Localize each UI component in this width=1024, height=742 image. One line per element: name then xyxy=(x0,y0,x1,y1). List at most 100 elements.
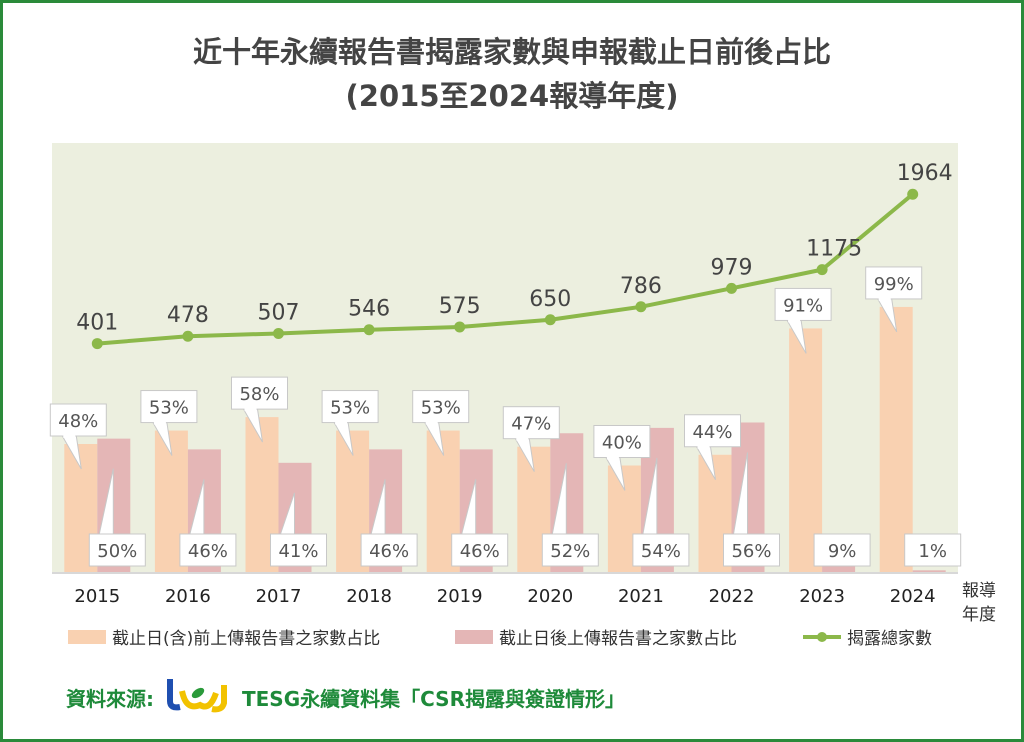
data-label-before: 58% xyxy=(239,384,279,405)
line-point-2015 xyxy=(91,338,103,350)
bar-after-2024 xyxy=(912,570,946,573)
x-tick-label: 2024 xyxy=(890,586,936,607)
line-point-2019 xyxy=(454,321,466,333)
data-label-before: 53% xyxy=(421,398,461,419)
data-label-before: 53% xyxy=(149,398,189,419)
x-tick-label: 2021 xyxy=(618,586,664,607)
callout-box xyxy=(231,376,288,410)
callout-box xyxy=(179,533,237,567)
x-tick-label: 2022 xyxy=(709,586,755,607)
callout-box xyxy=(502,406,560,440)
callout-joint xyxy=(878,296,891,301)
callout-joint xyxy=(606,455,619,460)
callout-box xyxy=(412,390,470,424)
callout-joint xyxy=(335,420,348,425)
data-label-after: 50% xyxy=(97,541,137,562)
data-label-after: 56% xyxy=(731,541,771,562)
chart-subtitle: (2015至2024報導年度) xyxy=(345,79,679,113)
line-point-2017 xyxy=(273,327,284,339)
data-label-before: 53% xyxy=(330,398,370,419)
bar-before-2023 xyxy=(789,328,823,573)
data-label-total: 786 xyxy=(620,274,662,299)
x-axis-label-line1: 報導 xyxy=(962,581,996,601)
legend-label-total: 揭露總家數 xyxy=(847,629,932,649)
callout-box xyxy=(88,533,146,567)
x-tick-label: 2019 xyxy=(437,586,483,607)
x-tick-label: 2023 xyxy=(799,586,845,607)
data-label-total: 507 xyxy=(258,300,300,325)
legend-swatch-before xyxy=(68,630,106,644)
callout-box xyxy=(140,390,198,424)
x-tick-label: 2015 xyxy=(74,586,120,607)
bar-before-2024 xyxy=(879,306,913,573)
data-label-before: 40% xyxy=(602,433,642,454)
data-label-before: 48% xyxy=(58,411,98,432)
line-point-2016 xyxy=(182,330,194,342)
callout-box xyxy=(49,403,107,437)
callout-box xyxy=(360,533,418,567)
data-label-total: 1175 xyxy=(806,237,862,262)
data-label-after: 46% xyxy=(460,541,500,562)
source-line: 資料來源: TESG永續資料集「CSR揭露與簽證情形」 xyxy=(66,677,625,718)
callout-joint xyxy=(63,434,76,438)
legend-label-before: 截止日(含)前上傳報告書之家數占比 xyxy=(112,629,380,649)
line-point-2024 xyxy=(907,188,919,200)
data-label-before: 44% xyxy=(692,422,732,443)
data-label-after: 41% xyxy=(278,541,318,562)
callout-joint xyxy=(244,407,257,412)
data-label-after: 54% xyxy=(641,541,681,562)
data-label-total: 546 xyxy=(348,297,390,322)
callout-box xyxy=(723,533,780,567)
legend-swatch-marker xyxy=(817,632,827,642)
callout-joint xyxy=(153,420,166,425)
tej-logo xyxy=(164,677,234,718)
line-point-2022 xyxy=(726,282,737,294)
data-label-before: 99% xyxy=(874,274,914,295)
source-label: 資料來源: xyxy=(66,687,154,711)
callout-joint xyxy=(788,318,801,323)
callout-box xyxy=(451,533,509,567)
x-tick-label: 2020 xyxy=(527,586,573,607)
x-axis-label-line2: 年度 xyxy=(962,605,996,625)
data-label-total: 650 xyxy=(529,287,571,312)
line-total-disclosures xyxy=(97,192,914,346)
source-text: TESG永續資料集「CSR揭露與簽證情形」 xyxy=(242,687,625,711)
line-point-2023 xyxy=(816,264,828,276)
legend: 截止日(含)前上傳報告書之家數占比 截止日後上傳報告書之家數占比 揭露總家數 xyxy=(68,629,932,649)
legend-swatch-after xyxy=(455,630,493,644)
data-label-total: 401 xyxy=(76,311,118,336)
callout-joint xyxy=(425,420,438,425)
data-label-total: 575 xyxy=(439,294,481,319)
data-label-after: 46% xyxy=(188,541,228,562)
callout-box xyxy=(632,533,690,567)
callout-joint xyxy=(697,444,710,449)
data-label-before: 91% xyxy=(783,295,823,316)
callout-box xyxy=(270,533,327,567)
callout-box xyxy=(865,266,923,300)
line-point-2018 xyxy=(363,324,375,336)
x-tick-label: 2017 xyxy=(256,586,302,607)
callout-box xyxy=(684,414,741,448)
data-label-after: 52% xyxy=(550,541,590,562)
callout-box xyxy=(321,390,379,424)
data-label-total: 478 xyxy=(167,303,209,328)
callout-joint xyxy=(516,436,529,441)
data-label-total: 1964 xyxy=(897,161,953,186)
callout-box xyxy=(813,533,871,567)
callout-box xyxy=(541,533,599,567)
data-label-after: 46% xyxy=(369,541,409,562)
x-tick-label: 2016 xyxy=(165,586,211,607)
line-point-2020 xyxy=(544,314,556,326)
data-label-total: 979 xyxy=(711,255,753,280)
data-label-after: 9% xyxy=(828,541,857,562)
line-point-2021 xyxy=(635,301,647,313)
x-tick-label: 2018 xyxy=(346,586,392,607)
data-label-after: 1% xyxy=(918,541,947,562)
chart-title: 近十年永續報告書揭露家數與申報截止日前後占比 xyxy=(192,35,831,69)
callout-box xyxy=(904,533,962,567)
data-label-before: 47% xyxy=(511,414,551,435)
callout-box xyxy=(774,287,832,321)
legend-label-after: 截止日後上傳報告書之家數占比 xyxy=(499,629,737,649)
